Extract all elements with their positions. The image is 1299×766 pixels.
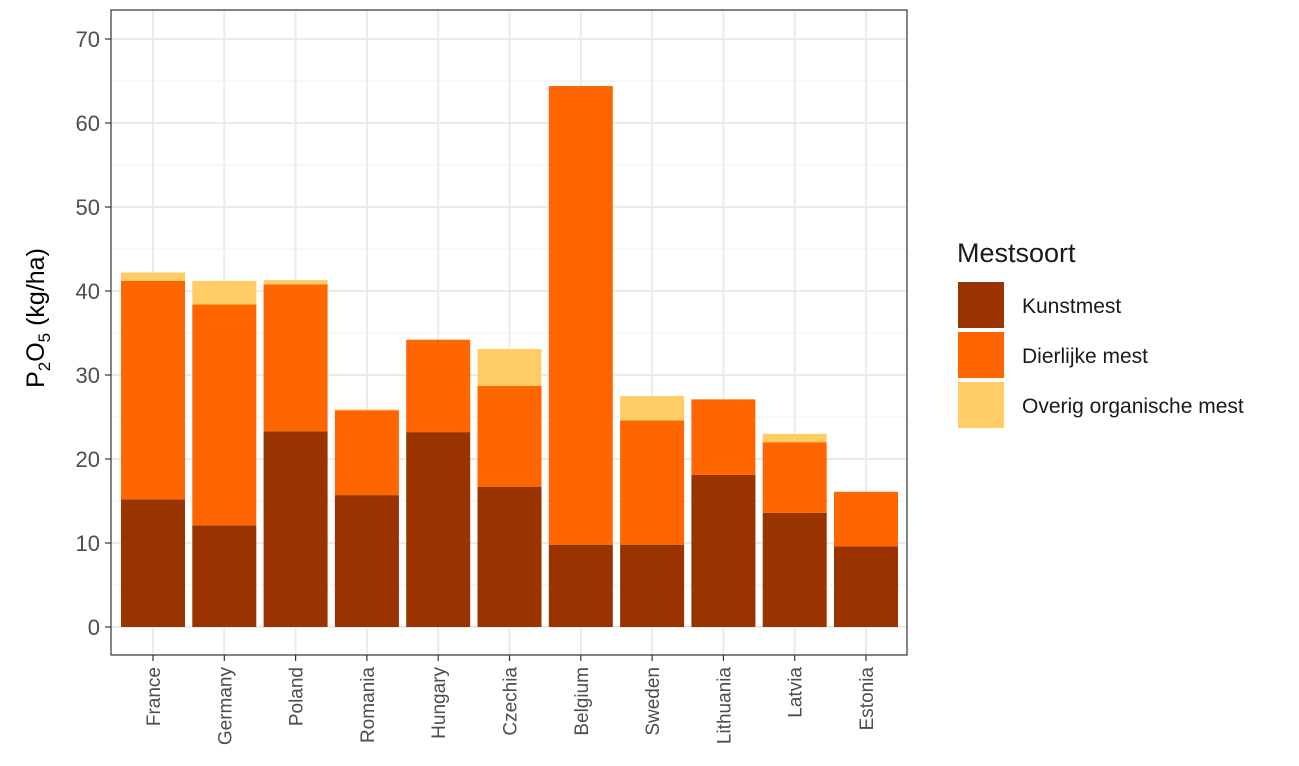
bar-segment (406, 339, 471, 433)
legend-label: Dierlijke mest (1022, 345, 1148, 368)
bar-segment (691, 474, 756, 627)
bar-segment (548, 544, 613, 627)
legend: Mestsoort Kunstmest Dierlijke mest Overig … (957, 238, 1244, 428)
y-tick-label: 60 (76, 111, 100, 136)
ylabel-base: P (22, 371, 50, 388)
x-tick-label: Latvia (786, 667, 807, 718)
bar-segment (620, 420, 685, 545)
x-tick-label: Poland (287, 667, 308, 726)
bar-segment (334, 410, 399, 496)
y-tick-label: 20 (76, 447, 100, 472)
bar-segment (762, 442, 827, 513)
bar-segment (121, 272, 185, 281)
bar-segment (192, 304, 257, 526)
y-tick-label: 30 (76, 363, 100, 388)
bar-segment (834, 546, 898, 627)
bar-segment (334, 409, 399, 411)
bar-segment (192, 280, 257, 305)
bar-segment (548, 86, 613, 545)
bar-segment (263, 284, 328, 432)
legend-key (958, 282, 1004, 328)
ylabel-mid: O (22, 342, 50, 361)
y-tick-label: 50 (76, 195, 100, 220)
legend-key (958, 382, 1004, 428)
bar-segment (834, 491, 898, 547)
y-tick-label: 40 (76, 279, 100, 304)
y-tick-label: 70 (76, 27, 100, 52)
bar-segment (263, 431, 328, 627)
x-tick-label: Romania (358, 667, 379, 743)
bar-segment (406, 432, 471, 627)
bar-segment (192, 525, 257, 627)
legend-key (958, 332, 1004, 378)
bar-segment (762, 433, 827, 443)
legend-title: Mestsoort (957, 238, 1076, 268)
y-tick-label: 10 (76, 531, 100, 556)
x-tick-label: Estonia (857, 667, 878, 731)
x-tick-label: Lithuania (714, 667, 735, 745)
bar-segment (334, 495, 399, 627)
y-tick-label: 0 (88, 615, 100, 640)
bar-segment (121, 280, 185, 500)
x-tick-label: France (144, 667, 165, 726)
bar-segment (620, 396, 685, 421)
x-tick-label: Germany (215, 667, 236, 746)
bar-segment (477, 348, 542, 386)
ylabel-sub1: 2 (35, 362, 54, 371)
bar-segment (263, 280, 328, 285)
y-axis: 0 10 20 30 40 50 60 70 (76, 27, 111, 640)
bar-segment (691, 399, 756, 475)
x-axis: France Germany Poland Romania Hungary Czechia… (144, 655, 878, 745)
bar-segment (620, 544, 685, 627)
y-axis-label: P2O5 (kg/ha) (22, 248, 54, 388)
bar-segment (477, 385, 542, 487)
bars (121, 86, 898, 627)
x-tick-label: Czechia (501, 667, 522, 736)
legend-label: Overig organische mest (1022, 395, 1244, 418)
bar-segment (477, 486, 542, 627)
bar-segment (121, 499, 185, 627)
bar-segment (762, 512, 827, 627)
x-tick-label: Sweden (643, 667, 664, 736)
ylabel-unit: (kg/ha) (22, 248, 50, 333)
ylabel-sub2: 5 (35, 333, 54, 342)
x-tick-label: Hungary (429, 667, 450, 739)
x-tick-label: Belgium (572, 667, 593, 736)
legend-label: Kunstmest (1022, 295, 1121, 318)
